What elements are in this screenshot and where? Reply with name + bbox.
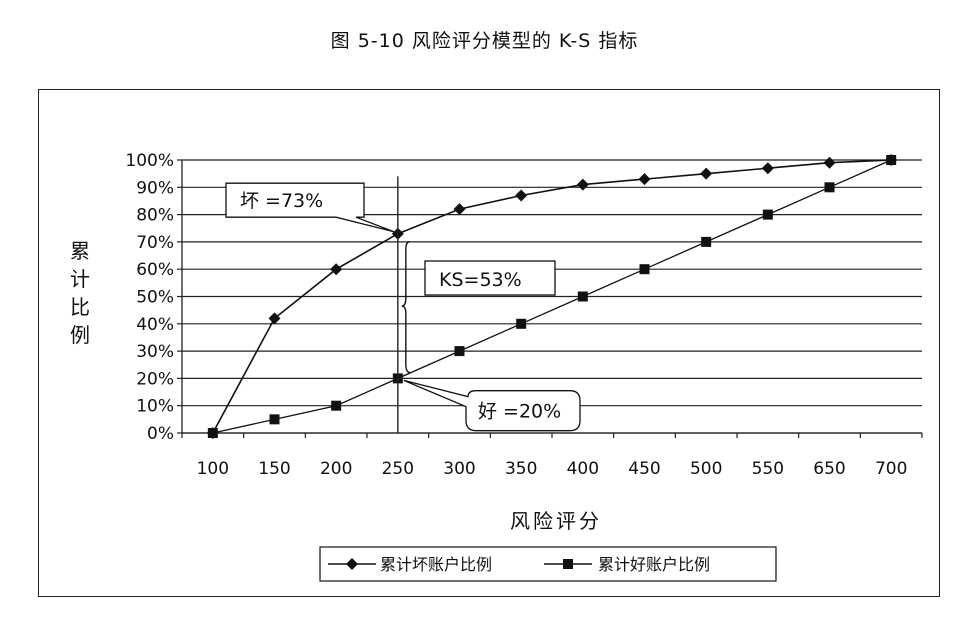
legend-marker-diamond xyxy=(346,558,358,570)
data-point-square xyxy=(824,182,835,193)
legend-label-good: 累计好账户比例 xyxy=(598,555,710,574)
chart-title: 图 5-10 风险评分模型的 K-S 指标 xyxy=(330,30,639,52)
data-point-square xyxy=(577,291,588,302)
y-axis-label-char: 计 xyxy=(70,267,90,291)
series-lines xyxy=(212,159,892,434)
legend-marker-square xyxy=(563,559,573,569)
x-tick-label: 150 xyxy=(258,459,290,479)
x-tick-label: 200 xyxy=(320,459,352,479)
data-point-square xyxy=(762,209,773,220)
data-point-square xyxy=(516,318,527,329)
data-point-diamond xyxy=(515,189,528,202)
y-tick-label: 80% xyxy=(136,206,174,226)
y-tick-label: 20% xyxy=(136,369,174,389)
y-tick-label: 30% xyxy=(136,342,174,362)
data-point-diamond xyxy=(453,203,466,216)
x-tick-label: 300 xyxy=(443,459,475,479)
data-point-diamond xyxy=(268,312,281,325)
callout-bad-box xyxy=(225,182,395,233)
legend-label-bad: 累计坏账户比例 xyxy=(380,555,492,574)
data-point-diamond xyxy=(700,167,713,180)
data-point-square xyxy=(701,236,712,247)
x-tick-label: 100 xyxy=(197,459,229,479)
x-tick-label: 550 xyxy=(752,459,784,479)
annotations: 坏 =73% KS=53% 好 =20% xyxy=(225,176,581,433)
y-tick-label: 50% xyxy=(136,288,174,308)
data-point-diamond xyxy=(330,263,343,276)
data-point-square xyxy=(886,155,897,165)
x-tick-label: 700 xyxy=(875,459,907,479)
series-line-good xyxy=(212,159,892,434)
x-axis-label: 风险评分 xyxy=(510,509,602,533)
callout-good-box xyxy=(403,379,581,432)
y-tick-label: 70% xyxy=(136,233,174,253)
ks-brace xyxy=(401,241,410,374)
y-axis-label-char: 累 xyxy=(70,239,90,263)
legend: 累计坏账户比例 累计好账户比例 xyxy=(319,546,777,582)
y-tick-label: 60% xyxy=(136,260,174,280)
series-line-bad xyxy=(212,159,892,434)
y-tick-label: 40% xyxy=(136,315,174,335)
callout-bad-label: 坏 =73% xyxy=(240,190,323,212)
y-axis-label-char: 例 xyxy=(70,323,90,347)
callout-ks-label: KS=53% xyxy=(439,269,522,291)
y-tick-label: 100% xyxy=(125,151,174,171)
y-axis-label-char: 比 xyxy=(70,295,90,319)
y-tick-label: 10% xyxy=(136,397,174,417)
axes xyxy=(177,159,923,438)
tick-labels: 0% 10% 20% 30% 40% 50% 60% 70% 80% 90% 100% 100 150 2… xyxy=(125,151,907,479)
data-point-square xyxy=(269,414,280,425)
callout-good-label: 好 =20% xyxy=(478,401,561,423)
data-point-square xyxy=(639,264,650,275)
data-point-diamond xyxy=(823,156,836,169)
data-point-square xyxy=(331,400,342,411)
data-point-diamond xyxy=(638,173,651,186)
y-axis-label: 累计比例 xyxy=(70,239,90,347)
callout-ks-box xyxy=(424,260,556,296)
x-tick-label: 650 xyxy=(813,459,845,479)
data-point-diamond xyxy=(576,178,589,191)
y-tick-label: 0% xyxy=(147,424,174,444)
data-point-diamond xyxy=(761,162,774,175)
x-tick-label: 500 xyxy=(690,459,722,479)
chart-frame xyxy=(38,89,940,597)
data-point-square xyxy=(207,428,218,438)
x-tick-label: 350 xyxy=(505,459,537,479)
series-markers xyxy=(206,154,898,439)
x-tick-label: 450 xyxy=(628,459,660,479)
data-point-square xyxy=(454,346,465,357)
x-tick-label: 250 xyxy=(382,459,414,479)
y-tick-label: 90% xyxy=(136,178,174,198)
x-tick-label: 400 xyxy=(567,459,599,479)
